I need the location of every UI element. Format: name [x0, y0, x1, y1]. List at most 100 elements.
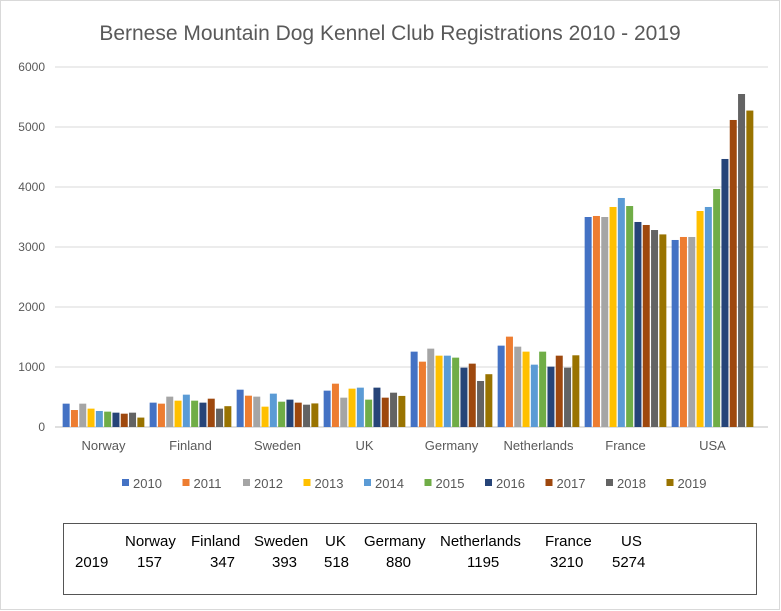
legend-label[interactable]: 2015: [436, 476, 465, 491]
bar-finland-2018[interactable]: [216, 408, 224, 427]
bar-uk-2014[interactable]: [356, 387, 364, 427]
legend-label[interactable]: 2016: [496, 476, 525, 491]
bar-norway-2012[interactable]: [79, 403, 87, 427]
data-table: 2019 Norway Finland Sweden UK Germany Ne…: [63, 523, 757, 595]
bar-uk-2011[interactable]: [331, 383, 339, 427]
bar-netherlands-2010[interactable]: [497, 345, 505, 427]
bar-sweden-2018[interactable]: [303, 404, 311, 427]
bar-france-2015[interactable]: [626, 206, 634, 427]
bar-uk-2019[interactable]: [398, 395, 406, 427]
table-value: 1195: [467, 554, 500, 571]
legend-label[interactable]: 2013: [315, 476, 344, 491]
bar-uk-2013[interactable]: [348, 388, 356, 427]
bar-sweden-2019[interactable]: [311, 403, 319, 427]
bar-sweden-2013[interactable]: [261, 406, 269, 427]
bar-sweden-2010[interactable]: [236, 389, 244, 427]
bar-germany-2019[interactable]: [485, 374, 493, 427]
bar-france-2013[interactable]: [609, 206, 617, 427]
bar-netherlands-2011[interactable]: [505, 336, 513, 427]
bar-france-2018[interactable]: [651, 230, 659, 427]
bar-netherlands-2015[interactable]: [539, 351, 547, 427]
bar-usa-2013[interactable]: [696, 211, 704, 427]
bar-norway-2015[interactable]: [104, 411, 112, 427]
bar-norway-2017[interactable]: [120, 413, 128, 427]
bar-usa-2016[interactable]: [721, 158, 729, 428]
y-tick-label: 5000: [18, 120, 45, 134]
bar-netherlands-2013[interactable]: [522, 351, 530, 427]
bar-uk-2018[interactable]: [390, 392, 398, 427]
bar-netherlands-2019[interactable]: [572, 355, 580, 427]
bar-finland-2012[interactable]: [166, 396, 174, 427]
legend-label[interactable]: 2014: [375, 476, 404, 491]
bar-germany-2010[interactable]: [410, 351, 418, 427]
bar-germany-2014[interactable]: [443, 355, 451, 427]
bar-uk-2016[interactable]: [373, 387, 381, 427]
bar-netherlands-2017[interactable]: [555, 355, 563, 427]
bar-netherlands-2014[interactable]: [530, 364, 538, 427]
table-value: 393: [272, 554, 298, 571]
bar-netherlands-2012[interactable]: [514, 346, 522, 427]
bar-netherlands-2018[interactable]: [564, 367, 572, 427]
bar-germany-2012[interactable]: [427, 348, 435, 427]
bar-germany-2018[interactable]: [477, 380, 485, 427]
bar-norway-2016[interactable]: [112, 412, 120, 427]
legend-label[interactable]: 2012: [254, 476, 283, 491]
bar-france-2017[interactable]: [642, 224, 650, 427]
bar-germany-2016[interactable]: [460, 367, 468, 427]
bar-finland-2014[interactable]: [182, 394, 190, 427]
bar-sweden-2016[interactable]: [286, 399, 294, 427]
bar-france-2016[interactable]: [634, 221, 642, 427]
bar-germany-2017[interactable]: [468, 363, 476, 427]
bar-sweden-2011[interactable]: [244, 395, 252, 427]
bar-germany-2015[interactable]: [452, 357, 460, 427]
bar-usa-2012[interactable]: [688, 236, 696, 427]
bar-uk-2012[interactable]: [340, 397, 348, 427]
x-tick-label: France: [605, 438, 645, 453]
bar-france-2011[interactable]: [592, 215, 600, 427]
bar-germany-2013[interactable]: [435, 355, 443, 427]
bar-norway-2019[interactable]: [137, 417, 145, 427]
bar-france-2019[interactable]: [659, 234, 667, 427]
bar-finland-2010[interactable]: [149, 402, 157, 427]
bar-usa-2018[interactable]: [738, 94, 746, 427]
bar-finland-2017[interactable]: [207, 398, 215, 427]
legend-label[interactable]: 2019: [678, 476, 707, 491]
bar-usa-2014[interactable]: [704, 206, 712, 427]
bar-sweden-2012[interactable]: [253, 396, 261, 427]
bar-france-2014[interactable]: [617, 197, 625, 427]
bar-norway-2011[interactable]: [70, 410, 78, 427]
bar-usa-2010[interactable]: [671, 239, 679, 427]
bar-norway-2018[interactable]: [129, 412, 137, 427]
bar-usa-2019[interactable]: [746, 110, 754, 427]
bar-netherlands-2016[interactable]: [547, 366, 555, 427]
legend-label[interactable]: 2010: [133, 476, 162, 491]
bar-sweden-2015[interactable]: [278, 401, 286, 427]
bar-uk-2010[interactable]: [323, 390, 331, 427]
bar-finland-2015[interactable]: [191, 400, 199, 427]
legend-swatch: [122, 479, 129, 486]
bar-usa-2017[interactable]: [729, 119, 737, 427]
bar-usa-2015[interactable]: [713, 188, 721, 427]
bar-norway-2013[interactable]: [87, 408, 95, 427]
bar-finland-2016[interactable]: [199, 402, 207, 427]
bar-sweden-2017[interactable]: [294, 402, 302, 427]
bar-finland-2019[interactable]: [224, 406, 232, 427]
bar-usa-2011[interactable]: [679, 236, 687, 427]
bar-sweden-2014[interactable]: [269, 393, 277, 427]
y-tick-label: 6000: [18, 60, 45, 74]
legend-label[interactable]: 2018: [617, 476, 646, 491]
bar-norway-2010[interactable]: [62, 403, 70, 427]
bar-france-2012[interactable]: [601, 217, 609, 427]
bar-france-2010[interactable]: [584, 217, 592, 427]
bar-uk-2017[interactable]: [381, 397, 389, 427]
bar-finland-2013[interactable]: [174, 400, 182, 427]
bar-uk-2015[interactable]: [365, 399, 373, 427]
bar-germany-2011[interactable]: [418, 361, 426, 427]
bar-norway-2014[interactable]: [95, 410, 103, 427]
legend-label[interactable]: 2017: [557, 476, 586, 491]
bar-finland-2011[interactable]: [157, 403, 165, 427]
legend-label[interactable]: 2011: [194, 476, 222, 491]
legend-swatch: [243, 479, 250, 486]
